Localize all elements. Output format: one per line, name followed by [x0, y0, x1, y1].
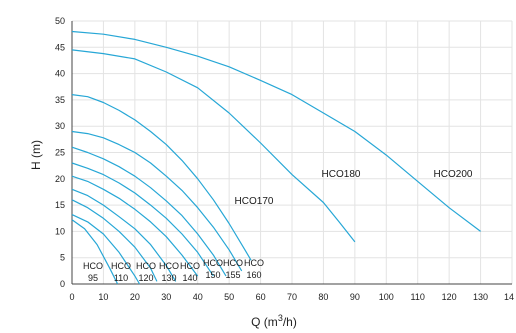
series-label: HCO180 — [322, 169, 361, 180]
y-tick-label: 45 — [55, 42, 65, 52]
y-tick-label: 15 — [55, 200, 65, 210]
series-label: HCO200 — [434, 169, 473, 180]
x-tick-label: 14 — [504, 292, 514, 302]
y-axis-title: H (m) — [29, 140, 43, 170]
series-line — [71, 146, 227, 277]
series-line — [71, 219, 119, 285]
series-label: HCO170 — [235, 196, 274, 207]
series-label: HCO 150 — [203, 258, 223, 280]
x-tick-label: 100 — [379, 292, 394, 302]
series-line — [71, 49, 356, 243]
x-tick-label: 40 — [193, 292, 203, 302]
x-tick-label: 50 — [224, 292, 234, 302]
series-label: HCO 140 — [180, 261, 200, 283]
y-tick-label: 40 — [55, 69, 65, 79]
series-label: HCO 95 — [83, 261, 103, 283]
x-tick-label: 130 — [473, 292, 488, 302]
x-tick-label: 60 — [256, 292, 266, 302]
y-tick-label: 35 — [55, 95, 65, 105]
y-tick-label: 25 — [55, 148, 65, 158]
x-tick-label: 120 — [442, 292, 457, 302]
series-line — [71, 199, 158, 282]
y-tick-label: 50 — [55, 16, 65, 26]
x-tick-label: 80 — [318, 292, 328, 302]
x-axis-title: Q (m3/h) — [251, 313, 297, 329]
x-axis-title-main: Q (m — [251, 315, 278, 329]
series-line — [71, 188, 177, 282]
axes — [71, 21, 512, 285]
x-tick-label: 30 — [161, 292, 171, 302]
series-line — [71, 175, 199, 277]
series-line — [71, 130, 243, 272]
series-line — [71, 30, 481, 232]
y-tick-label: 30 — [55, 121, 65, 131]
series-label: HCO 155 — [223, 258, 243, 280]
x-tick-label: 70 — [287, 292, 297, 302]
y-tick-label: 0 — [60, 279, 65, 289]
grid — [72, 20, 513, 284]
series-line — [71, 162, 214, 277]
x-tick-label: 110 — [411, 292, 425, 302]
series-label: HCO 110 — [111, 261, 131, 283]
y-tick-label: 20 — [55, 174, 65, 184]
series-label: HCO 130 — [159, 261, 179, 283]
y-tick-labels: 0 5 10 15 20 25 30 35 40 45 50 — [55, 16, 65, 289]
series-label: HCO 120 — [136, 261, 156, 283]
x-tick-labels: 0 10 20 30 40 50 60 70 80 90 100 110 120 130 14 — [69, 292, 514, 302]
x-tick-label: 0 — [69, 292, 74, 302]
series-label: HCO 160 — [244, 258, 264, 280]
x-tick-label: 20 — [130, 292, 140, 302]
x-axis-title-sup: 3 — [278, 313, 283, 323]
x-tick-label: 10 — [98, 292, 108, 302]
series-line — [71, 94, 252, 261]
y-tick-label: 10 — [55, 226, 65, 236]
x-axis-title-tail: /h) — [283, 315, 297, 329]
y-tick-label: 5 — [60, 253, 65, 263]
series-lines — [71, 30, 481, 285]
series-line — [71, 214, 141, 285]
x-tick-label: 90 — [350, 292, 360, 302]
